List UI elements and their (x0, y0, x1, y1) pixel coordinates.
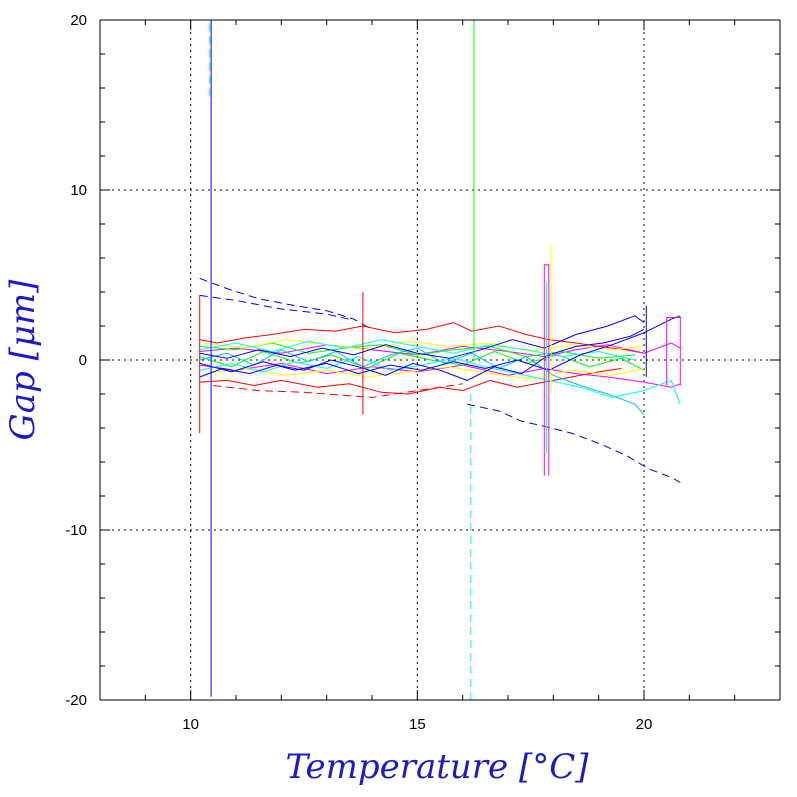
grid (100, 20, 780, 700)
x-axis-title: Temperature [°C] (285, 747, 589, 787)
data-series-line (199, 277, 373, 330)
data-series-line (204, 366, 645, 380)
x-tick-label: 20 (636, 716, 653, 733)
data-series-line (199, 368, 622, 395)
data-series-line (199, 356, 681, 405)
data-series-line (199, 328, 645, 381)
tick-labels: 10 15 20 -20 -10 0 10 20 (65, 12, 652, 733)
data-series-line (204, 339, 645, 353)
data-series-line (199, 362, 681, 388)
data-series-line (199, 315, 645, 359)
data-series-line (199, 342, 681, 358)
y-tick-label: 10 (70, 182, 87, 199)
data-series-line (199, 339, 636, 361)
x-tick-label: 10 (182, 716, 199, 733)
data-series-line (199, 342, 635, 359)
y-tick-label: 0 (79, 352, 87, 369)
data-series-line (467, 403, 681, 483)
y-axis-title: Gap [μm] (3, 279, 43, 441)
y-tick-label: -20 (65, 692, 87, 709)
x-tick-label: 15 (409, 716, 426, 733)
data-series-line (543, 264, 550, 476)
data-series-line (199, 322, 645, 354)
y-tick-label: -10 (65, 522, 87, 539)
data-series-line (199, 315, 681, 375)
data-series-line (666, 317, 681, 386)
data-series-line (199, 294, 350, 320)
data-series-line (199, 350, 645, 371)
data-series (199, 20, 681, 700)
y-tick-label: 20 (70, 12, 87, 29)
data-series-line (213, 383, 463, 398)
axis-ticks (99, 19, 781, 701)
